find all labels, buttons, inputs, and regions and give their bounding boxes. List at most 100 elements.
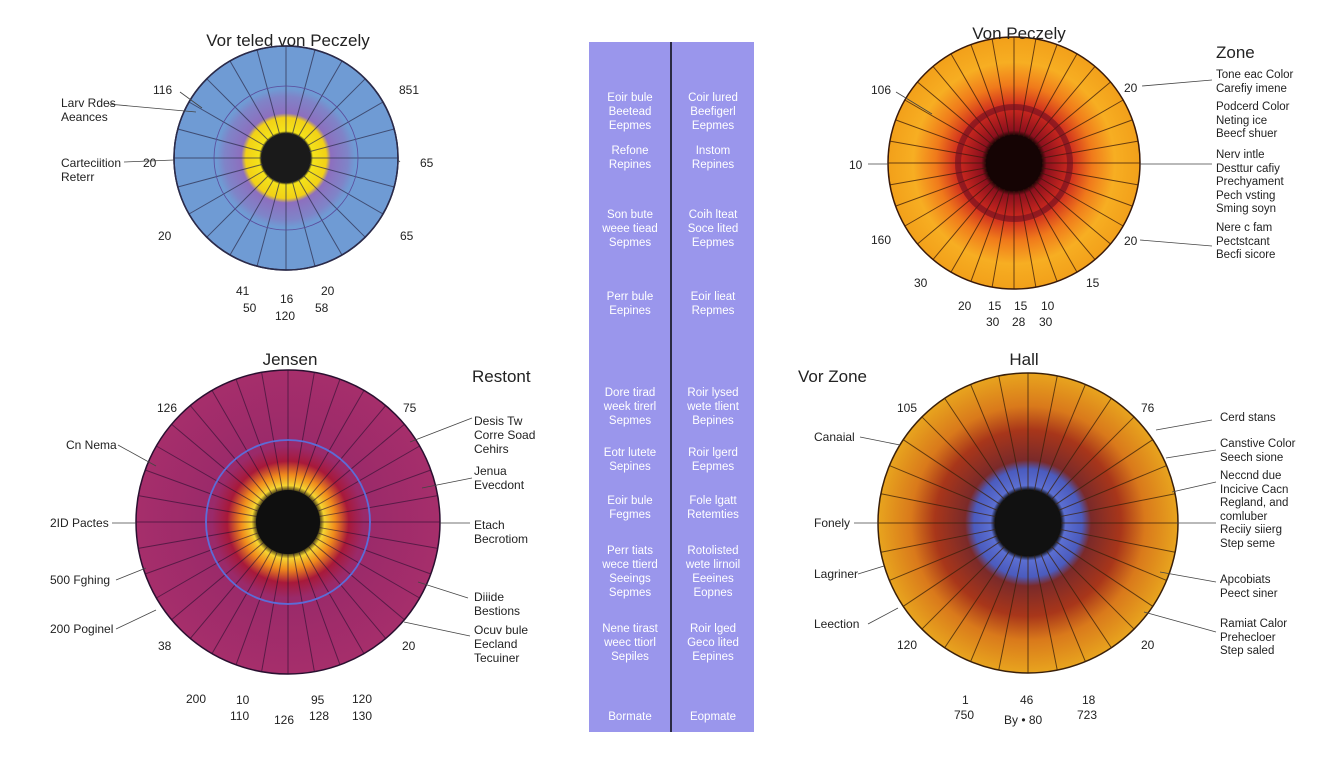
callout-label: Neccnd due Incicive Cacn Regland, and co…	[1220, 470, 1289, 550]
iris-zone-divider	[1035, 81, 1111, 146]
chart-3-title: Jensen	[263, 350, 318, 369]
iris-zone-divider	[991, 190, 1010, 288]
panel-entry: Son bute weee tiead Sepmes	[602, 209, 658, 249]
chart-2-num: 30	[914, 276, 928, 290]
callout-label: Canstive Color Seech sione	[1220, 438, 1296, 464]
panel-entry: Refone Repines	[608, 145, 652, 171]
iris-zone-divider	[1040, 172, 1133, 207]
iris-zone-divider	[303, 390, 365, 495]
chart-3-num: 95	[311, 693, 325, 707]
callout-label: Canaial	[814, 430, 855, 444]
iris-zone-divider	[312, 542, 405, 621]
iris-zone-divider	[317, 469, 432, 512]
panel-entry: Eoir lieat Repmes	[690, 291, 736, 317]
iris-zone-divider	[293, 553, 315, 672]
iris-zone-divider	[903, 439, 1001, 506]
callout-label: Diiide Bestions	[474, 590, 521, 618]
panel-entry: Coih lteat Soce lited Eepmes	[687, 209, 739, 249]
chart-3-num: 200	[186, 692, 206, 706]
iris-zone-divider	[308, 546, 387, 639]
iris-zone-divider	[188, 169, 266, 215]
callout-label: 2ID Pactes	[50, 516, 109, 530]
iris-zone-divider	[998, 375, 1023, 491]
panel-entry: Fole lgatt Retemties	[687, 495, 739, 521]
iris-zone-divider	[1027, 186, 1078, 273]
iris-zone-divider	[950, 186, 1001, 273]
chart-3-num: 128	[309, 709, 329, 723]
iris-zone-divider	[921, 545, 1006, 630]
chart-2-numbers: 106 20 10 160 20 30 20 15 15 10 15 30 28…	[849, 81, 1138, 329]
chart-3-num: 126	[274, 713, 294, 727]
iris-zone-divider	[171, 423, 264, 502]
panel-entry: Eoir bule Beetead Eepmes	[607, 92, 653, 132]
iris-zone-divider	[1050, 545, 1135, 630]
iris-zone-divider	[315, 445, 420, 507]
iris-zone-divider	[302, 78, 366, 142]
chart-4-num: 20	[1141, 638, 1155, 652]
chart-1-num: 16	[280, 292, 294, 306]
iris-zone-divider	[293, 372, 315, 491]
panel-entry: Bormate	[608, 711, 652, 723]
iris-zone-divider	[921, 416, 1006, 501]
panel-entry: Nene tirast weec ttiorl Sepiles	[602, 623, 658, 663]
iris-zone-divider	[1045, 398, 1112, 496]
iris-zone-divider	[291, 49, 316, 135]
iris-zone-divider	[211, 390, 273, 495]
iris-zone-divider	[903, 540, 1001, 607]
iris-zone-divider	[1041, 167, 1139, 186]
callout-label: Fonely	[814, 516, 851, 530]
iris-zone-divider	[970, 553, 1016, 662]
callout-label: Desis Tw Corre Soad Cehirs	[474, 414, 536, 456]
chart-1-num: 116	[153, 83, 172, 97]
iris-zone-divider	[291, 181, 316, 267]
chart-3-num: 130	[352, 709, 372, 723]
iris-zone-divider	[895, 172, 988, 207]
iris-zone-divider	[256, 181, 281, 267]
chart-3-num: 126	[157, 401, 177, 415]
callout-label: Nerv intle Desttur cafiy Prechyament Pec…	[1216, 149, 1284, 215]
iris-zone-divider	[970, 384, 1016, 493]
iris-zone-divider	[917, 180, 993, 245]
iris-zone-divider	[1027, 53, 1078, 140]
middle-panel-left-column	[589, 42, 671, 732]
iris-chart-3	[135, 369, 441, 675]
chart-3-num: 38	[158, 639, 172, 653]
iris-zone-divider	[1033, 375, 1058, 491]
iris-zone-divider	[261, 553, 283, 672]
chart-3-num: 75	[403, 401, 417, 415]
iris-zone-divider	[889, 167, 987, 186]
iris-zone-divider	[306, 169, 384, 215]
panel-entry: Rotolisted wete lirnoil Eeeines Eopnes	[685, 545, 741, 599]
chart-1-numbers: 116 851 20 65 20 65 41 16 20 50 120 58	[143, 83, 434, 323]
iris-zone-divider	[917, 81, 993, 146]
panel-entry: Roir lgerd Eepmes	[688, 447, 738, 473]
iris-zone-divider	[319, 527, 438, 549]
iris-zone-divider	[297, 60, 343, 138]
panel-entry: Eopmate	[689, 711, 737, 723]
chart-4-num: By • 80	[1004, 713, 1043, 727]
chart-4-num: 1	[962, 693, 969, 707]
chart-2-num: 15	[988, 299, 1002, 313]
iris-zone-divider	[889, 140, 987, 159]
iris-zone-divider	[298, 551, 341, 666]
chart-2-num: 20	[958, 299, 972, 313]
iris-zone-divider	[206, 174, 270, 238]
chart-2-subtitle: Zone	[1216, 43, 1255, 62]
callout-label: Cerd stans	[1220, 412, 1276, 424]
panel-entry: Roir lged Geco lited Eepines	[687, 623, 739, 663]
iris-zone-divider	[1037, 176, 1124, 227]
iris-zone-divider	[306, 101, 384, 147]
iris-zone-divider	[309, 163, 395, 188]
iris-zone-divider	[1040, 119, 1133, 154]
chart-3-numbers: 126 75 38 20 200 10 110 126 95 128 120 1…	[157, 401, 417, 727]
chart-2-num: 160	[871, 233, 891, 247]
chart-3-num: 110	[230, 709, 249, 723]
chart-2-num: 15	[1014, 299, 1028, 313]
iris-zone-divider	[317, 532, 432, 575]
iris-zone-divider	[211, 549, 273, 654]
chart-3-num: 10	[236, 693, 250, 707]
iris-zone-divider	[880, 493, 996, 518]
callout-label: Cn Nema	[66, 438, 117, 452]
iris-zone-divider	[235, 378, 278, 493]
iris-zone-divider	[904, 99, 991, 150]
